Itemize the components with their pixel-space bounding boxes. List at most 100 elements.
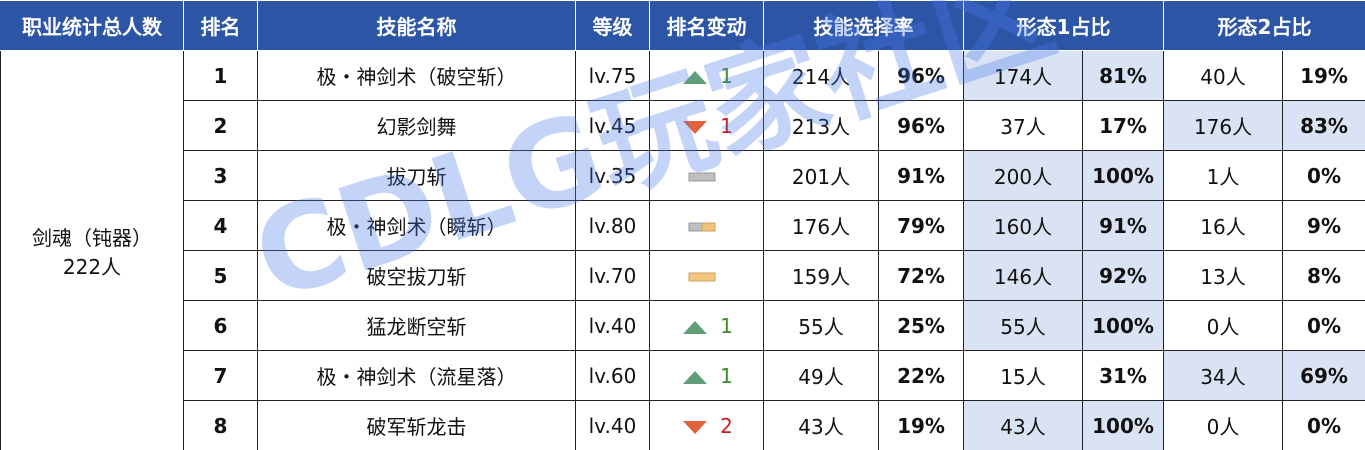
level-cell: lv.60 <box>575 350 650 401</box>
form2-rate: 0% <box>1282 400 1365 450</box>
level-cell: lv.35 <box>575 150 650 201</box>
level-cell: lv.70 <box>575 250 650 301</box>
trend-icon <box>688 172 715 182</box>
select-rate: 25% <box>878 300 964 351</box>
header-row: 职业统计总人数 排名 技能名称 等级 排名变动 技能选择率 形态1占比 形态2占比 <box>0 0 1365 51</box>
class-cell: 剑魂（钝器） 222人 <box>0 50 184 450</box>
select-count: 55人 <box>763 300 879 351</box>
form2-rate: 19% <box>1282 50 1365 101</box>
form2-count: 16人 <box>1163 200 1284 251</box>
form1-count: 37人 <box>963 100 1083 151</box>
skill-cell: 破空拔刀斩 <box>257 250 576 301</box>
header-cell: 等级 <box>575 0 650 51</box>
table-row: 7 极・神剑术（流星落） lv.60 1 49人 22% 15人 31% 34人 69% <box>1 350 1365 401</box>
change-value: 1 <box>720 363 733 388</box>
select-count: 43人 <box>763 400 879 450</box>
table-row: 8 破军斩龙击 lv.40 2 43人 19% 43人 100% 0人 0% <box>1 400 1365 450</box>
form2-count: 40人 <box>1163 50 1284 101</box>
skill-cell: 拔刀斩 <box>257 150 576 201</box>
trend-icon <box>683 371 708 384</box>
form1-count: 160人 <box>963 200 1083 251</box>
form2-rate: 83% <box>1282 100 1365 151</box>
header-cell: 技能名称 <box>257 0 576 51</box>
form1-rate: 81% <box>1081 50 1165 101</box>
select-count: 176人 <box>763 200 879 251</box>
form2-rate: 0% <box>1282 300 1365 351</box>
change-cell <box>649 200 764 251</box>
class-total: 222人 <box>62 254 122 279</box>
form1-rate: 100% <box>1081 300 1165 351</box>
trend-icon <box>683 421 708 434</box>
skill-cell: 破军斩龙击 <box>257 400 576 450</box>
header-cell: 职业统计总人数 <box>0 0 184 51</box>
change-value: 1 <box>720 113 733 138</box>
select-rate: 91% <box>878 150 964 201</box>
change-cell <box>649 150 764 201</box>
change-cell: 2 <box>649 400 764 450</box>
change-value: 1 <box>720 313 733 338</box>
table-row: 3 拔刀斩 lv.35 201人 91% 200人 100% 1人 0% <box>1 150 1365 201</box>
form2-rate: 9% <box>1282 200 1365 251</box>
select-count: 49人 <box>763 350 879 401</box>
change-cell: 1 <box>649 300 764 351</box>
form1-rate: 100% <box>1081 400 1165 450</box>
select-rate: 72% <box>878 250 964 301</box>
trend-icon <box>683 321 708 334</box>
change-cell <box>649 250 764 301</box>
form1-rate: 100% <box>1081 150 1165 201</box>
select-count: 159人 <box>763 250 879 301</box>
rank-cell: 1 <box>183 50 258 101</box>
level-cell: lv.80 <box>575 200 650 251</box>
form2-rate: 0% <box>1282 150 1365 201</box>
form1-count: 15人 <box>963 350 1083 401</box>
select-count: 213人 <box>763 100 879 151</box>
table-row: 5 破空拔刀斩 lv.70 159人 72% 146人 92% 13人 8% <box>1 250 1365 301</box>
trend-icon <box>683 71 708 84</box>
skill-cell: 极・神剑术（流星落） <box>257 350 576 401</box>
change-cell: 1 <box>649 50 764 101</box>
change-cell: 1 <box>649 350 764 401</box>
form1-rate: 17% <box>1081 100 1165 151</box>
select-rate: 79% <box>878 200 964 251</box>
form2-count: 0人 <box>1163 300 1284 351</box>
select-count: 201人 <box>763 150 879 201</box>
rank-cell: 8 <box>183 400 258 450</box>
skill-cell: 猛龙断空斩 <box>257 300 576 351</box>
form2-count: 0人 <box>1163 400 1284 450</box>
table-body: 剑魂（钝器） 222人 1 极・神剑术（破空斩） lv.75 1 214人 96% 174人 81… <box>0 50 1365 450</box>
table-row: 6 猛龙断空斩 lv.40 1 55人 25% 55人 100% 0人 0% <box>1 300 1365 351</box>
form2-count: 1人 <box>1163 150 1284 201</box>
header-cell: 形态2占比 <box>1163 0 1365 51</box>
change-value: 1 <box>720 63 733 88</box>
rank-cell: 6 <box>183 300 258 351</box>
skill-cell: 极・神剑术（瞬斩） <box>257 200 576 251</box>
table-row: 剑魂（钝器） 222人 1 极・神剑术（破空斩） lv.75 1 214人 96% 174人 81… <box>0 50 1365 450</box>
form2-count: 176人 <box>1163 100 1284 151</box>
header-cell: 排名 <box>183 0 258 51</box>
form1-rate: 92% <box>1081 250 1165 301</box>
class-name: 剑魂（钝器） <box>32 225 152 250</box>
select-rate: 19% <box>878 400 964 450</box>
level-cell: lv.40 <box>575 300 650 351</box>
change-value: 2 <box>720 413 733 438</box>
rank-cell: 3 <box>183 150 258 201</box>
table-row: 2 幻影剑舞 lv.45 1 213人 96% 37人 17% 176人 83% <box>1 100 1365 151</box>
form1-rate: 91% <box>1081 200 1165 251</box>
select-count: 214人 <box>763 50 879 101</box>
header-cell: 排名变动 <box>649 0 764 51</box>
skill-cell: 幻影剑舞 <box>257 100 576 151</box>
form1-count: 174人 <box>963 50 1083 101</box>
table-row: 4 极・神剑术（瞬斩） lv.80 176人 79% 160人 91% 16人 9% <box>1 200 1365 251</box>
form1-count: 146人 <box>963 250 1083 301</box>
form1-count: 55人 <box>963 300 1083 351</box>
form1-count: 200人 <box>963 150 1083 201</box>
form2-rate: 69% <box>1282 350 1365 401</box>
rank-cell: 2 <box>183 100 258 151</box>
rank-cell: 7 <box>183 350 258 401</box>
trend-icon <box>688 222 715 232</box>
header-cell: 技能选择率 <box>763 0 964 51</box>
rank-cell: 5 <box>183 250 258 301</box>
select-rate: 96% <box>878 100 964 151</box>
